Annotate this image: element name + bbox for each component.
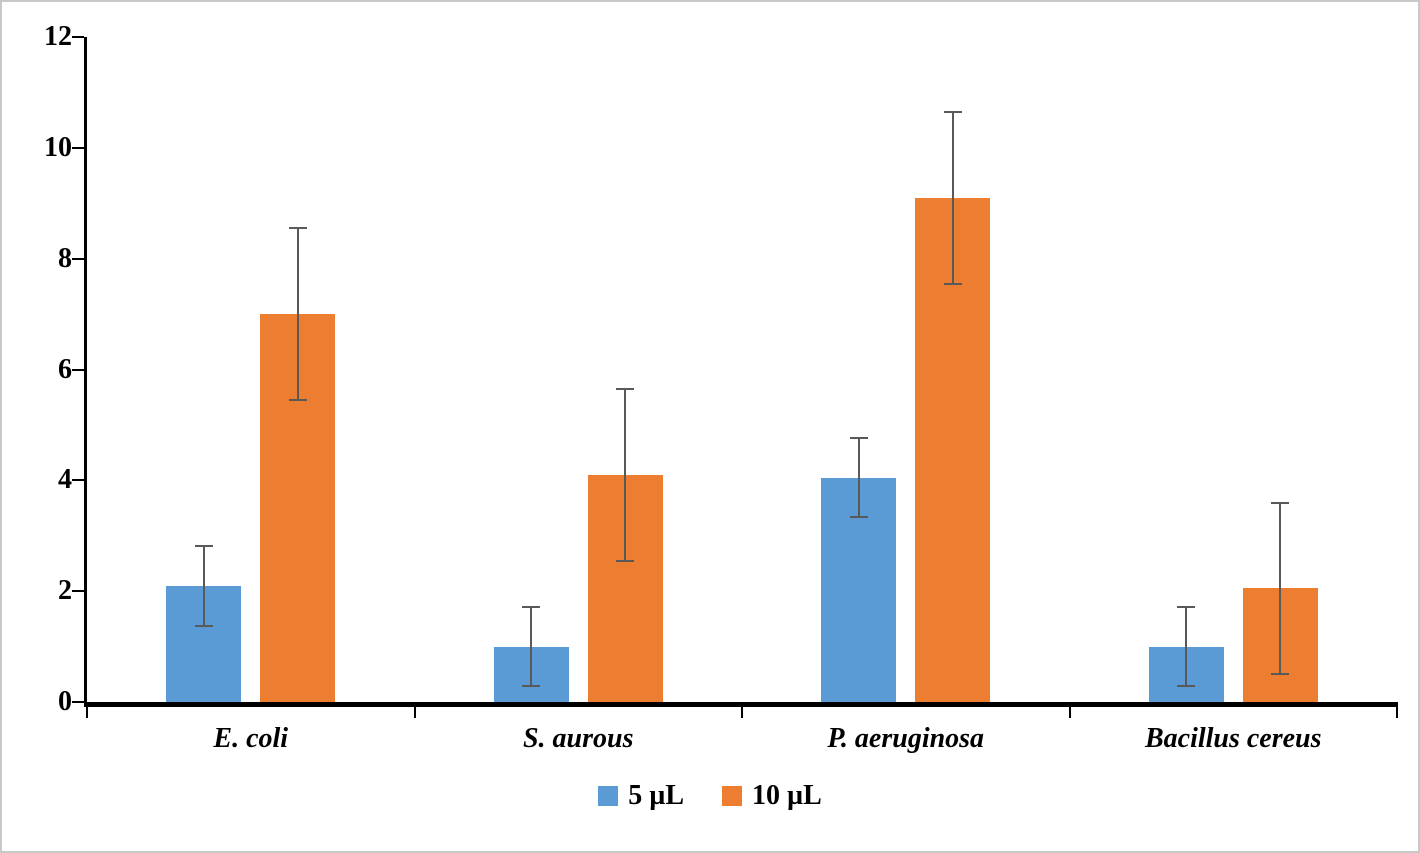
error-bar-5-l-p-aeruginosa [857,437,860,518]
y-axis-tick [72,479,84,482]
error-bar-5-l-s-aurous-cap-bottom [522,685,541,688]
y-tick-label: 0 [58,686,72,717]
y-tick-label: 4 [58,464,72,496]
error-bar-5-l-s-aurous [530,606,533,687]
y-tick-label: 2 [58,575,72,607]
legend-item-10-l: 10 µL [722,782,822,810]
x-category-label: S. aurous [522,723,634,754]
error-bar-10-l-p-aeruginosa-cap-top [943,110,962,113]
y-tick-label: 10 [44,131,72,163]
legend-swatch-5-l [598,786,619,806]
y-tick-label: 8 [58,242,72,274]
x-category-label: Bacillus cereus [1144,723,1322,754]
x-axis-tick [741,702,743,718]
error-bar-10-l-bacillus-cereus-cap-top [1271,501,1290,504]
y-tick-label: 12 [44,21,72,52]
error-bar-10-l-s-aurous-cap-top [616,387,635,390]
legend-label-5-l: 5 µL [628,780,684,811]
legend-swatch-10-l [722,786,742,806]
error-bar-10-l-e-coli-cap-bottom [288,398,307,401]
error-bar-5-l-e-coli [202,545,205,626]
y-axis-tick [72,146,84,149]
error-bar-10-l-bacillus-cereus-cap-bottom [1271,673,1290,676]
x-axis-tick [1068,702,1071,718]
error-bar-10-l-e-coli [296,228,299,400]
error-bar-5-l-s-aurous-cap-top [522,605,541,608]
error-bar-5-l-e-coli-cap-top [194,544,213,547]
error-bar-10-l-bacillus-cereus [1279,502,1282,675]
y-axis-tick [72,590,84,593]
x-axis-line [84,702,1397,707]
y-tick-label: 6 [58,353,72,385]
error-bar-10-l-p-aeruginosa [951,111,954,284]
x-axis-tick [86,702,88,718]
y-axis-tick [72,368,84,371]
x-category-label: P. aeruginosa [827,723,985,754]
error-bar-10-l-s-aurous [624,388,627,561]
x-category-label: E. coli [213,723,289,754]
x-axis-tick [413,702,416,718]
y-axis-tick [72,36,84,38]
error-bar-5-l-bacillus-cereus-cap-top [1177,605,1196,608]
legend-label-10-l: 10 µL [752,780,822,811]
error-bar-10-l-e-coli-cap-top [288,227,307,230]
legend: 5 µL 10 µL [2,782,1418,810]
y-axis-tick [72,701,84,703]
y-axis-line [84,37,87,707]
x-axis-tick [1396,702,1398,718]
error-bar-10-l-p-aeruginosa-cap-bottom [943,282,962,285]
error-bar-5-l-e-coli-cap-bottom [194,624,213,627]
legend-item-5-l: 5 µL [598,782,684,810]
error-bar-5-l-p-aeruginosa-cap-top [849,436,868,439]
y-axis-tick [72,257,84,260]
error-bar-5-l-bacillus-cereus-cap-bottom [1177,685,1196,688]
error-bar-5-l-p-aeruginosa-cap-bottom [849,516,868,519]
error-bar-10-l-s-aurous-cap-bottom [616,559,635,562]
error-bar-5-l-bacillus-cereus [1185,606,1188,687]
